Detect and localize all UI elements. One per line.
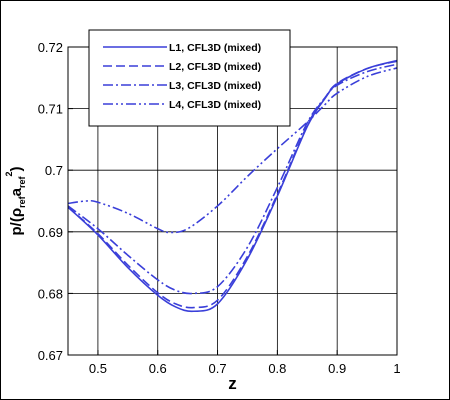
x-tick-label: 0.5 — [89, 361, 107, 376]
legend-label-2: L2, CFL3D (mixed) — [169, 61, 261, 73]
legend-label-1: L1, CFL3D (mixed) — [169, 42, 261, 54]
y-tick-label: 0.72 — [38, 40, 63, 55]
y-tick-label: 0.69 — [38, 225, 63, 240]
y-tick-label: 0.7 — [45, 163, 63, 178]
axis-ticks — [68, 46, 398, 356]
x-axis-title: z — [228, 374, 237, 393]
series-line-3 — [67, 63, 398, 295]
x-tick-label: 1 — [393, 361, 400, 376]
series-line-2 — [67, 60, 398, 309]
y-axis-title-a: a — [8, 187, 25, 196]
legend-label-4: L4, CFL3D (mixed) — [169, 99, 261, 111]
legend: L1, CFL3D (mixed) L2, CFL3D (mixed) L3, CF… — [88, 29, 291, 127]
legend-label-3: L3, CFL3D (mixed) — [169, 80, 261, 92]
y-axis-title-sup: 2 — [4, 172, 14, 177]
y-axis-title-p: p/(ρ — [8, 208, 25, 236]
series-line-4 — [67, 67, 398, 234]
legend-box — [88, 29, 291, 127]
x-tick-label: 0.6 — [149, 361, 167, 376]
y-tick-label: 0.71 — [38, 102, 63, 117]
y-axis-title-sub1: ref — [17, 195, 27, 208]
y-axis-title-sub2: ref — [17, 176, 27, 189]
y-axis-title: p/(ρrefaref2) — [4, 167, 27, 236]
y-tick-labels: 0.67 0.68 0.69 0.7 0.71 0.72 — [38, 40, 63, 363]
y-tick-label: 0.68 — [38, 286, 63, 301]
series-lines — [67, 59, 398, 313]
y-axis-title-close: ) — [8, 167, 25, 172]
x-tick-labels: 0.5 0.6 0.7 0.8 0.9 1 — [89, 361, 401, 376]
x-tick-label: 0.9 — [328, 361, 346, 376]
x-tick-label: 0.7 — [209, 361, 227, 376]
y-tick-label: 0.67 — [38, 348, 63, 363]
x-tick-label: 0.8 — [268, 361, 286, 376]
